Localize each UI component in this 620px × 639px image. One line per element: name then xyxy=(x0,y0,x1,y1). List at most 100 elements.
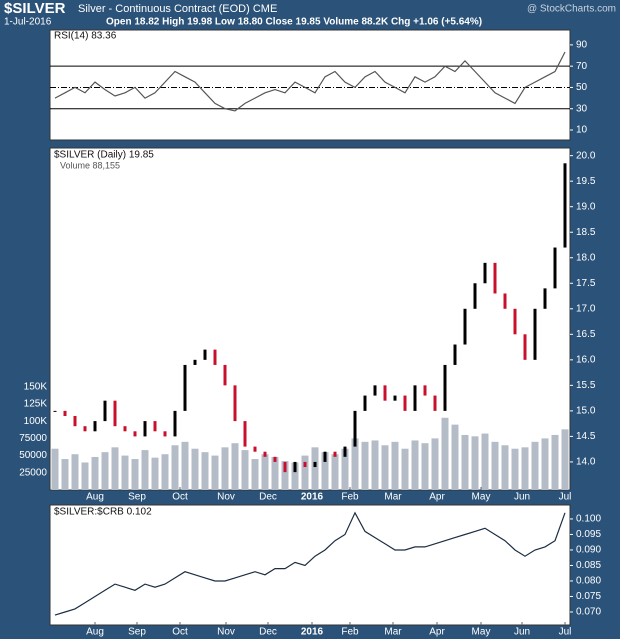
source: @ StockCharts.com xyxy=(527,4,616,15)
x-tick-label: Jul xyxy=(559,492,572,503)
date: 1-Jul-2016 xyxy=(4,17,52,28)
candle xyxy=(63,410,67,416)
y-tick-label: 18.0 xyxy=(576,252,596,263)
x-tick-label: Sep xyxy=(128,627,146,638)
volume-bar xyxy=(171,445,179,490)
volume-bar xyxy=(321,452,329,490)
volume-bar xyxy=(411,440,419,490)
y-tick-label: 16.0 xyxy=(576,354,596,365)
candle xyxy=(443,364,447,411)
legend-entry: Volume 88,155 xyxy=(60,160,120,170)
y-tick-label: 0.070 xyxy=(576,607,601,618)
candle xyxy=(123,426,127,432)
x-tick-label: May xyxy=(472,627,491,638)
candle xyxy=(423,385,427,396)
legend-entry: RSI(14) 83.36 xyxy=(54,31,117,42)
volume-bar xyxy=(461,434,469,490)
y-tick-label: 70 xyxy=(576,61,588,72)
candle xyxy=(243,421,247,447)
x-tick-label: Sep xyxy=(128,492,146,503)
candle xyxy=(203,349,207,360)
candle xyxy=(253,446,257,452)
y-tick-label: 0.095 xyxy=(576,529,601,540)
candle xyxy=(483,262,487,284)
volume-bar xyxy=(381,445,389,490)
symbol: $SILVER xyxy=(4,0,66,17)
candle xyxy=(473,283,477,309)
candle xyxy=(53,410,57,412)
volume-bar xyxy=(231,443,239,490)
volume-bar xyxy=(521,447,529,490)
y2-tick-label: 125K xyxy=(24,399,48,410)
panel xyxy=(49,504,571,626)
y-tick-label: 10 xyxy=(576,125,588,136)
y2-tick-label: 100K xyxy=(24,416,48,427)
volume-bar xyxy=(71,454,79,490)
candle xyxy=(543,288,547,309)
volume-bar xyxy=(391,441,399,490)
candle xyxy=(93,421,97,432)
volume-bar xyxy=(361,441,369,490)
y-tick-label: 15.5 xyxy=(576,380,596,391)
candle xyxy=(193,359,197,365)
volume-bar xyxy=(211,455,219,490)
candle xyxy=(263,451,267,457)
candle xyxy=(533,308,537,360)
y-tick-label: 19.0 xyxy=(576,201,596,212)
y-tick-label: 0.075 xyxy=(576,591,601,602)
x-tick-label: Dec xyxy=(259,627,277,638)
x-tick-label: Aug xyxy=(86,627,104,638)
volume-bar xyxy=(471,436,479,490)
volume-bar xyxy=(51,448,59,490)
volume-bar xyxy=(511,448,519,490)
y-tick-label: 14.0 xyxy=(576,457,596,468)
candle xyxy=(83,426,87,432)
y-tick-label: 15.0 xyxy=(576,406,596,417)
volume-bar xyxy=(491,441,499,490)
x-tick-label: Jul xyxy=(559,627,572,638)
y2-tick-label: 75000 xyxy=(19,433,47,444)
candle xyxy=(513,308,517,335)
candle xyxy=(343,446,347,457)
candle xyxy=(413,385,417,411)
volume-bar xyxy=(351,438,359,490)
panel xyxy=(49,29,571,141)
y2-tick-label: 25000 xyxy=(19,467,47,478)
candle xyxy=(133,431,137,437)
candle xyxy=(353,410,357,447)
volume-bar xyxy=(431,438,439,490)
y-tick-label: 19.5 xyxy=(576,176,596,187)
volume-bar xyxy=(271,456,279,490)
volume-bar xyxy=(191,448,199,490)
x-tick-label: Mar xyxy=(384,627,402,638)
volume-bar xyxy=(441,417,449,490)
volume-bar xyxy=(181,441,189,490)
y-tick-label: 30 xyxy=(576,103,588,114)
candle xyxy=(503,293,507,309)
x-tick-label: Feb xyxy=(341,492,359,503)
x-tick-label: May xyxy=(472,492,491,503)
y-tick-label: 90 xyxy=(576,40,588,51)
candle xyxy=(153,421,157,432)
volume-bar xyxy=(91,456,99,490)
legend-entry: $SILVER (Daily) 19.85 xyxy=(54,150,154,161)
x-tick-label: Oct xyxy=(172,627,188,638)
candle xyxy=(363,395,367,411)
candle xyxy=(183,364,187,411)
candle xyxy=(383,385,387,401)
candle xyxy=(103,400,107,422)
candle xyxy=(553,247,557,289)
candle xyxy=(273,456,277,462)
y-tick-label: 18.5 xyxy=(576,227,596,238)
volume-bar xyxy=(291,462,299,490)
candle xyxy=(283,461,287,473)
x-tick-label: Oct xyxy=(172,492,188,503)
volume-bar xyxy=(531,441,539,490)
candle xyxy=(223,364,227,386)
rsi-line xyxy=(54,51,566,112)
candle xyxy=(143,421,147,437)
volume-bar xyxy=(141,450,149,490)
candle xyxy=(213,349,217,365)
volume-bar xyxy=(541,438,549,490)
y-tick-label: 0.090 xyxy=(576,545,601,556)
